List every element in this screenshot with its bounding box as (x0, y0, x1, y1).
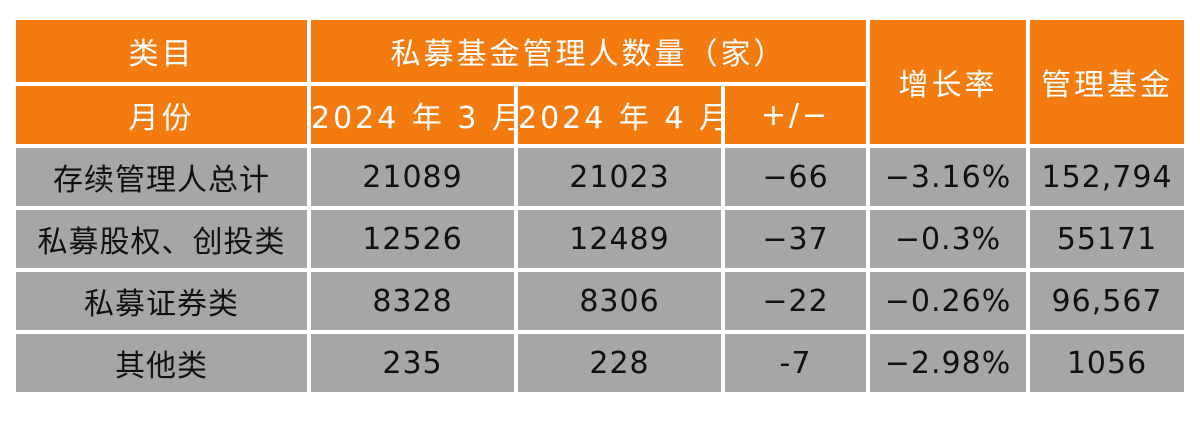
row-march-value: 12526 (307, 206, 518, 272)
row-managed-funds: 1056 (1026, 330, 1189, 396)
row-category-name: 私募证券类 (12, 268, 311, 334)
row-difference: -7 (720, 330, 871, 396)
row-managed-funds: 152,794 (1026, 144, 1189, 210)
row-category-name: 私募股权、创投类 (12, 206, 311, 272)
row-april-value: 8306 (514, 268, 725, 334)
row-growth-rate: −0.3% (866, 206, 1031, 272)
header-manager-count: 私募基金管理人数量（家） (306, 16, 871, 86)
row-march-value: 235 (307, 330, 518, 396)
header-difference: +/− (720, 82, 871, 148)
row-march-value: 8328 (307, 268, 518, 334)
header-march-2024: 2024 年 3 月 (307, 82, 522, 148)
row-category-name: 其他类 (12, 330, 311, 396)
table-body: 存续管理人总计 21089 21023 −66 −3.16% 152,794 私… (12, 144, 1189, 396)
row-growth-rate: −0.26% (866, 268, 1031, 334)
fund-manager-table: 类目 私募基金管理人数量（家） 增长率 管理基金 月份 2024 年 3 月 2… (12, 16, 1189, 396)
row-growth-rate: −3.16% (866, 144, 1031, 210)
header-growth-rate: 增长率 (866, 16, 1031, 148)
header-row-1: 类目 私募基金管理人数量（家） 增长率 管理基金 (12, 16, 1189, 148)
header-category: 类目 (12, 16, 311, 86)
row-category-name: 存续管理人总计 (12, 144, 311, 210)
table-row: 其他类 235 228 -7 −2.98% 1056 (12, 330, 1189, 396)
header-managed-funds: 管理基金 (1026, 16, 1189, 148)
fund-manager-table-container: 类目 私募基金管理人数量（家） 增长率 管理基金 月份 2024 年 3 月 2… (12, 16, 1189, 396)
row-managed-funds: 96,567 (1026, 268, 1189, 334)
row-difference: −66 (720, 144, 871, 210)
row-growth-rate: −2.98% (866, 330, 1031, 396)
row-april-value: 21023 (514, 144, 725, 210)
header-april-2024: 2024 年 4 月 (514, 82, 729, 148)
row-april-value: 228 (514, 330, 725, 396)
row-difference: −22 (720, 268, 871, 334)
row-difference: −37 (720, 206, 871, 272)
row-april-value: 12489 (514, 206, 725, 272)
table-row: 存续管理人总计 21089 21023 −66 −3.16% 152,794 (12, 144, 1189, 210)
table-header: 类目 私募基金管理人数量（家） 增长率 管理基金 月份 2024 年 3 月 2… (12, 16, 1189, 148)
row-managed-funds: 55171 (1026, 206, 1189, 272)
header-row-2: 月份 2024 年 3 月 2024 年 4 月 +/− (12, 82, 1186, 148)
header-month: 月份 (12, 82, 311, 148)
table-row: 私募股权、创投类 12526 12489 −37 −0.3% 55171 (12, 206, 1189, 272)
table-row: 私募证券类 8328 8306 −22 −0.26% 96,567 (12, 268, 1189, 334)
row-march-value: 21089 (307, 144, 518, 210)
